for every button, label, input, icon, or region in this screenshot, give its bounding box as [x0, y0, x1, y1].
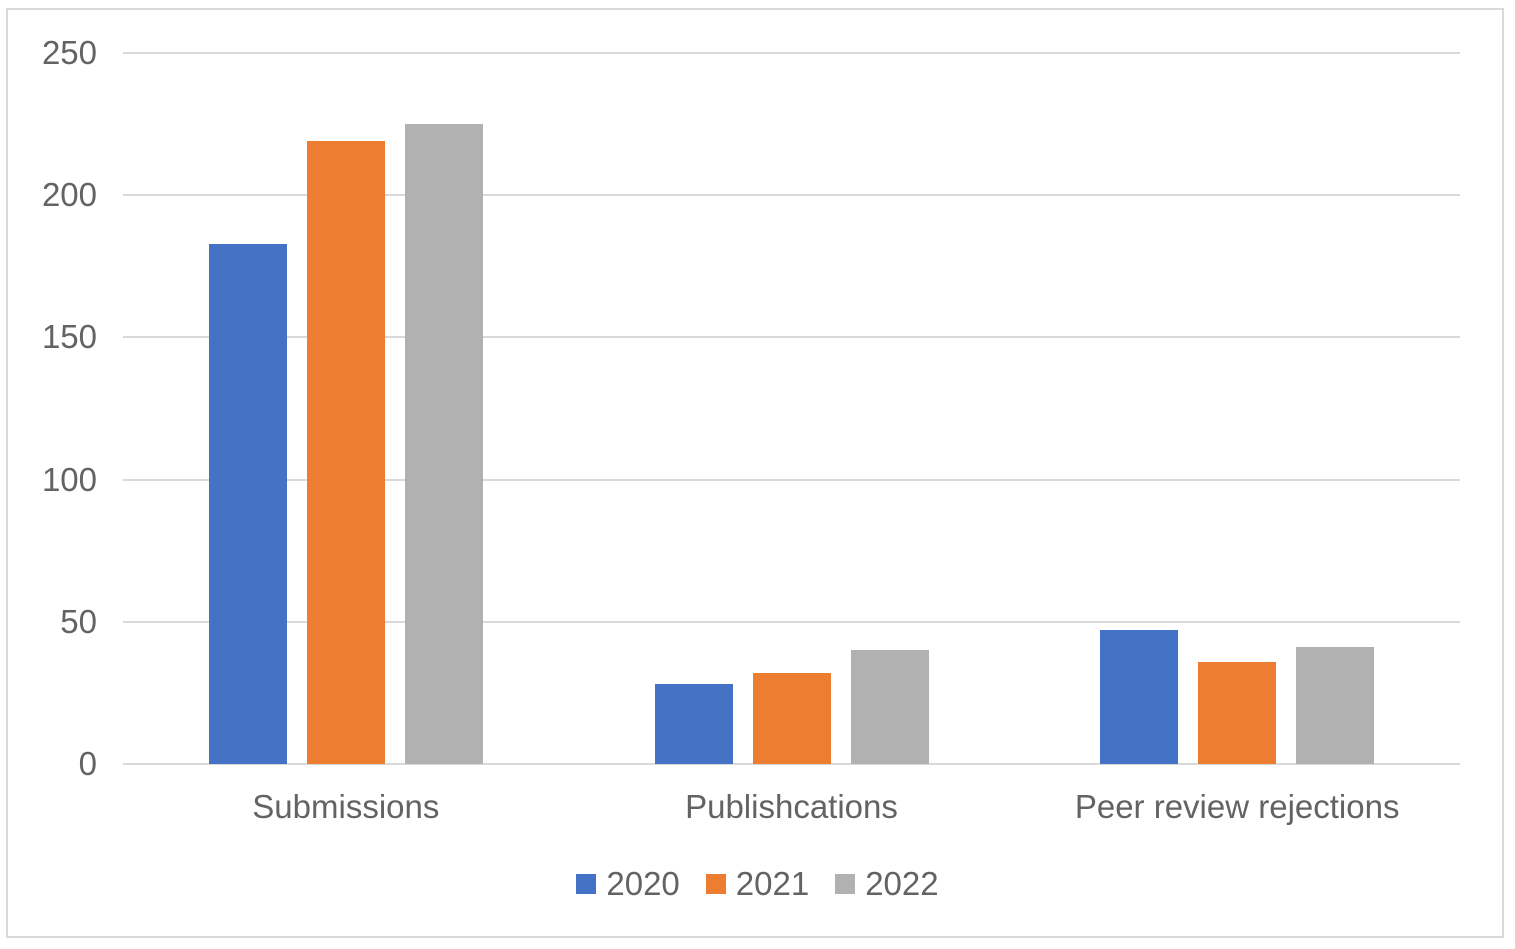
- gridline-250: [123, 52, 1460, 54]
- legend-item-2022: 2022: [835, 864, 939, 904]
- gridline-100: [123, 478, 1460, 481]
- gridline-200: [123, 194, 1460, 197]
- legend-swatch-2022: [835, 874, 856, 894]
- y-axis-tick-label-0: 0: [78, 745, 97, 782]
- gridline-50: [123, 620, 1460, 623]
- bar-2020-peer-review-rejections: [1100, 630, 1179, 764]
- bar-2020-submissions: [208, 243, 287, 764]
- y-axis-tick-label-50: 50: [60, 602, 97, 640]
- bar-2020-publishcations: [654, 684, 733, 764]
- category-label-submissions: Submissions: [252, 788, 440, 825]
- bar-2022-submissions: [404, 124, 483, 764]
- legend-item-2021: 2021: [705, 864, 810, 904]
- bar-2022-peer-review-rejections: [1296, 647, 1375, 764]
- legend-swatch-2021: [705, 874, 726, 894]
- bar-2021-submissions: [306, 141, 385, 764]
- legend-label-2021: 2021: [735, 865, 810, 902]
- bar-2021-peer-review-rejections: [1198, 661, 1277, 764]
- gridline-0: [123, 763, 1460, 765]
- y-axis-tick-label-150: 150: [41, 318, 97, 356]
- legend-label-2022: 2022: [865, 865, 939, 902]
- legend: 2020 2021 2022: [0, 864, 1515, 904]
- y-axis-tick-label-250: 250: [41, 34, 97, 71]
- bar-2022-publishcations: [850, 650, 929, 764]
- legend-swatch-2020: [576, 874, 597, 894]
- y-axis-tick-label-100: 100: [41, 460, 97, 498]
- y-axis-tick-label-200: 200: [41, 176, 97, 214]
- category-label-publishcations: Publishcations: [685, 788, 898, 825]
- category-label-peer-review-rejections: Peer review rejections: [1074, 788, 1400, 825]
- bar-2021-publishcations: [752, 672, 831, 764]
- legend-item-2020: 2020: [576, 864, 680, 904]
- gridline-150: [123, 336, 1460, 339]
- legend-label-2020: 2020: [606, 865, 680, 902]
